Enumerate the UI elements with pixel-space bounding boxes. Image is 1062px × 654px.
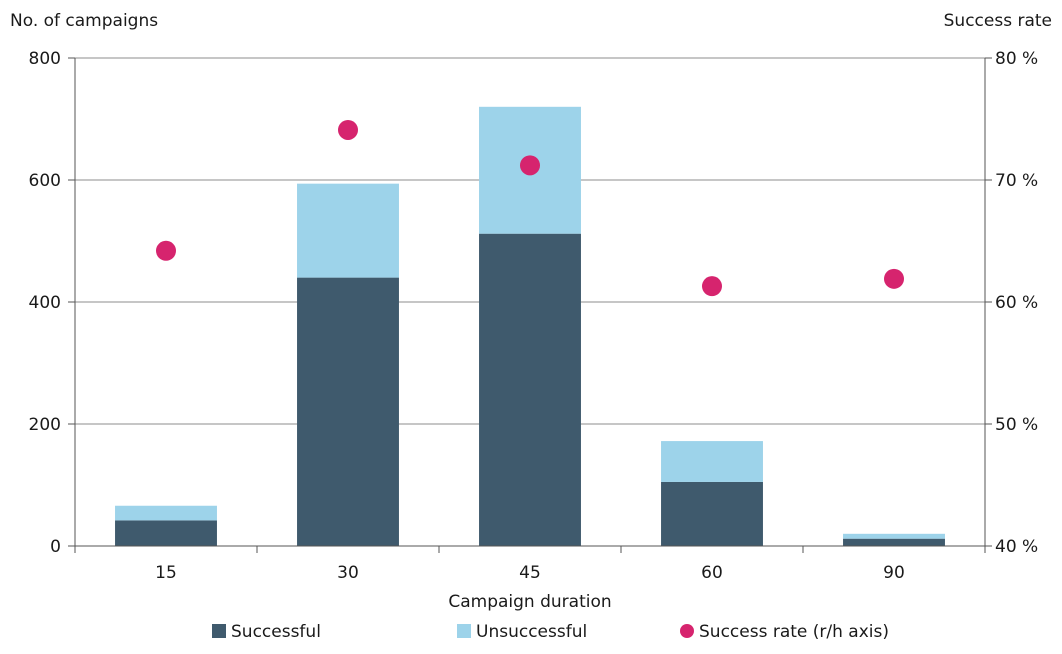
right-tick-label: 40 % <box>995 537 1038 557</box>
bar-unsuccessful <box>843 533 945 539</box>
x-tick-label: 45 <box>519 563 541 583</box>
left-tick-label: 600 <box>29 171 61 191</box>
success-rate-point <box>338 119 358 140</box>
right-axis-title: Success rate <box>944 11 1052 31</box>
left-tick-label: 400 <box>29 293 61 313</box>
left-tick-label: 200 <box>29 415 61 435</box>
legend-label: Successful <box>231 622 321 642</box>
legend-label: Unsuccessful <box>476 622 587 642</box>
success-rate-point <box>884 268 904 289</box>
x-tick-label: 60 <box>701 563 723 583</box>
right-tick-label: 60 % <box>995 293 1038 313</box>
legend-swatch-successful <box>212 624 226 638</box>
bar-successful <box>843 538 945 546</box>
success-rate-point <box>156 240 176 261</box>
success-rate-point <box>520 155 540 176</box>
axes-group <box>68 57 992 553</box>
bar-successful <box>297 277 399 546</box>
right-tick-label: 50 % <box>995 415 1038 435</box>
x-axis-title: Campaign duration <box>448 592 611 612</box>
left-axis-title: No. of campaigns <box>10 11 158 31</box>
bar-successful <box>661 481 763 546</box>
bar-unsuccessful <box>297 183 399 278</box>
success-rate-points <box>156 119 904 297</box>
legend-swatch-success-rate <box>680 624 694 638</box>
success-rate-point <box>702 276 722 297</box>
right-tick-label: 70 % <box>995 171 1038 191</box>
bar-unsuccessful <box>661 441 763 482</box>
bar-successful <box>479 233 581 546</box>
x-tick-label: 90 <box>883 563 905 583</box>
x-tick-label: 30 <box>337 563 359 583</box>
legend: Successful Unsuccessful Success rate (r/h … <box>212 622 889 642</box>
legend-label: Success rate (r/h axis) <box>699 622 889 642</box>
x-tick-label: 15 <box>155 563 177 583</box>
right-tick-label: 80 % <box>995 49 1038 69</box>
bar-unsuccessful <box>115 505 217 521</box>
left-tick-label: 0 <box>50 537 61 557</box>
left-tick-label: 800 <box>29 49 61 69</box>
legend-swatch-unsuccessful <box>457 624 471 638</box>
axis-labels-group: 0 40 % 200 50 % 400 60 % 600 70 % 800 80 % 15 30 45 6… <box>10 11 1052 612</box>
bars-group <box>115 106 945 546</box>
bar-successful <box>115 520 217 546</box>
